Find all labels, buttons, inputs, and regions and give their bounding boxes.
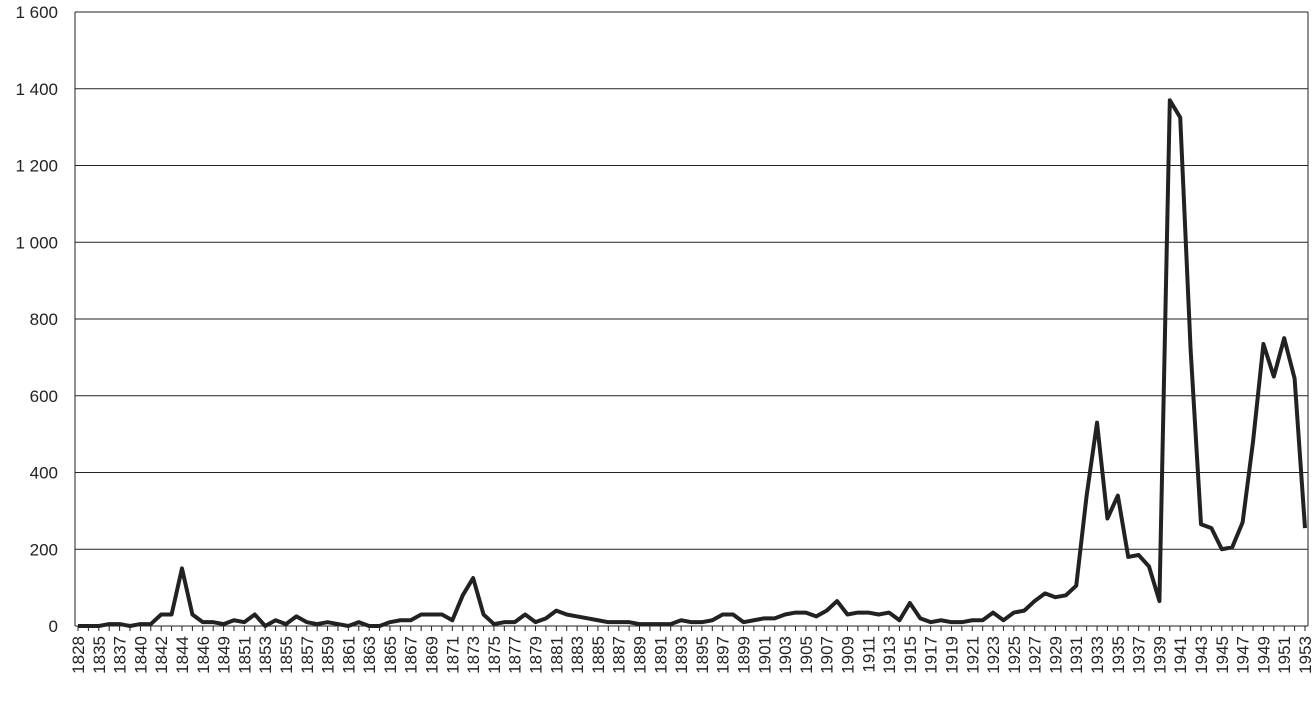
x-tick-label: 1863 (360, 636, 379, 674)
x-tick-label: 1907 (818, 636, 837, 674)
x-tick-label: 1945 (1213, 636, 1232, 674)
x-tick-label: 1933 (1088, 636, 1107, 674)
x-tick-label: 1889 (631, 636, 650, 674)
x-tick-label: 1867 (402, 636, 421, 674)
x-tick-label: 1919 (942, 636, 961, 674)
y-tick-label: 1 200 (15, 157, 58, 176)
x-tick-label: 1921 (963, 636, 982, 674)
x-tick-label: 1905 (797, 636, 816, 674)
x-tick-label: 1893 (672, 636, 691, 674)
x-tick-label: 1909 (838, 636, 857, 674)
x-tick-label: 1951 (1275, 636, 1294, 674)
y-tick-label: 1 600 (15, 3, 58, 22)
y-tick-label: 200 (30, 540, 58, 559)
x-tick-label: 1949 (1254, 636, 1273, 674)
x-tick-label: 1887 (610, 636, 629, 674)
x-tick-label: 1917 (922, 636, 941, 674)
x-tick-label: 1851 (235, 636, 254, 674)
x-tick-label: 1931 (1067, 636, 1086, 674)
x-tick-label: 1849 (215, 636, 234, 674)
y-tick-label: 600 (30, 387, 58, 406)
y-tick-label: 0 (49, 617, 58, 636)
x-tick-label: 1953 (1296, 636, 1315, 674)
x-tick-label: 1835 (90, 636, 109, 674)
y-tick-label: 800 (30, 310, 58, 329)
y-tick-label: 1 400 (15, 80, 58, 99)
x-tick-label: 1883 (568, 636, 587, 674)
x-tick-label: 1844 (173, 636, 192, 674)
x-tick-label: 1897 (714, 636, 733, 674)
x-tick-label: 1899 (734, 636, 753, 674)
x-tick-label: 1895 (693, 636, 712, 674)
x-tick-label: 1903 (776, 636, 795, 674)
x-tick-label: 1846 (194, 636, 213, 674)
x-tick-label: 1865 (381, 636, 400, 674)
x-tick-label: 1842 (152, 636, 171, 674)
y-tick-label: 1 000 (15, 233, 58, 252)
data-line (78, 98, 1307, 628)
x-tick-label: 1913 (880, 636, 899, 674)
x-tick-label: 1877 (506, 636, 525, 674)
x-tick-label: 1935 (1109, 636, 1128, 674)
x-tick-label: 1869 (423, 636, 442, 674)
x-tick-label: 1923 (984, 636, 1003, 674)
x-tick-label: 1861 (339, 636, 358, 674)
x-tick-label: 1891 (651, 636, 670, 674)
x-tick-label: 1871 (443, 636, 462, 674)
x-tick-label: 1859 (319, 636, 338, 674)
x-tick-label: 1885 (589, 636, 608, 674)
x-tick-label: 1943 (1192, 636, 1211, 674)
x-tick-label: 1939 (1150, 636, 1169, 674)
x-tick-label: 1929 (1046, 636, 1065, 674)
x-tick-label: 1853 (256, 636, 275, 674)
x-tick-label: 1937 (1130, 636, 1149, 674)
x-tick-label: 1837 (111, 636, 130, 674)
x-tick-label: 1947 (1234, 636, 1253, 674)
x-tick-label: 1927 (1026, 636, 1045, 674)
x-tick-label: 1855 (277, 636, 296, 674)
x-tick-label: 1875 (485, 636, 504, 674)
x-tick-label: 1828 (69, 636, 88, 674)
x-tick-label: 1881 (547, 636, 566, 674)
x-tick-label: 1911 (859, 636, 878, 673)
x-tick-label: 1901 (755, 636, 774, 674)
x-tick-label: 1873 (464, 636, 483, 674)
x-tick-label: 1857 (298, 636, 317, 674)
x-tick-label: 1915 (901, 636, 920, 674)
x-tick-label: 1840 (131, 636, 150, 674)
x-tick-label: 1879 (527, 636, 546, 674)
x-tick-label: 1941 (1171, 636, 1190, 674)
y-tick-label: 400 (30, 464, 58, 483)
x-tick-label: 1925 (1005, 636, 1024, 674)
